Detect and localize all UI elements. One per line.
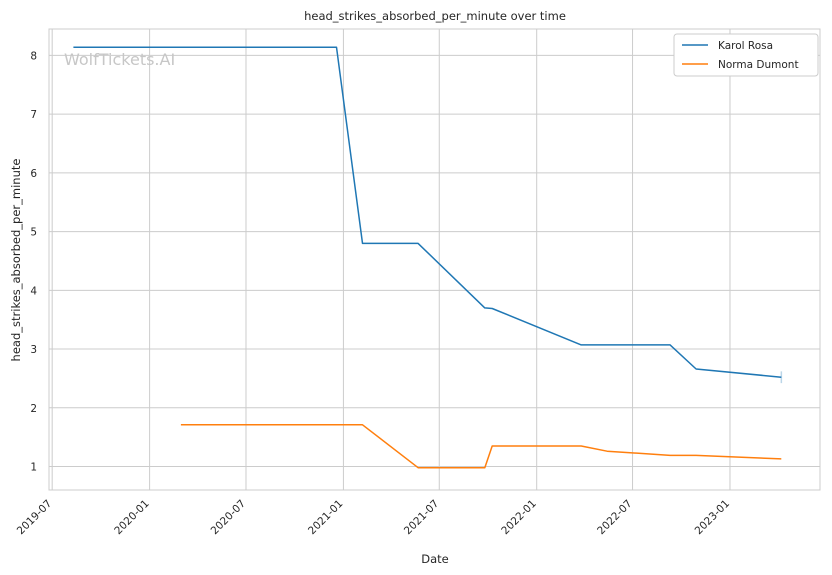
y-tick-label: 3 xyxy=(30,344,37,356)
chart-title: head_strikes_absorbed_per_minute over ti… xyxy=(304,9,566,23)
y-tick-label: 4 xyxy=(30,285,37,297)
y-tick-label: 8 xyxy=(30,50,37,62)
y-tick-label: 1 xyxy=(30,462,37,474)
series-line-karol-rosa xyxy=(73,46,782,378)
legend: Karol Rosa Norma Dumont xyxy=(673,33,819,77)
legend-label-karol-rosa: Karol Rosa xyxy=(718,40,773,52)
x-axis-label: Date xyxy=(421,552,449,566)
y-tick-label: 7 xyxy=(30,109,37,121)
series-line-norma-dumont xyxy=(180,424,782,469)
series-layer xyxy=(73,46,783,469)
watermark: WolfTickets.AI xyxy=(64,50,175,69)
y-tick-label: 2 xyxy=(30,403,37,415)
legend-label-norma-dumont: Norma Dumont xyxy=(718,59,799,71)
y-axis-label: head_strikes_absorbed_per_minute xyxy=(9,159,23,362)
plot-frame xyxy=(48,28,821,491)
legend-box xyxy=(673,33,819,77)
y-tick-label: 5 xyxy=(30,227,37,239)
grid-lines xyxy=(49,29,820,490)
y-tick-label: 6 xyxy=(30,168,37,180)
